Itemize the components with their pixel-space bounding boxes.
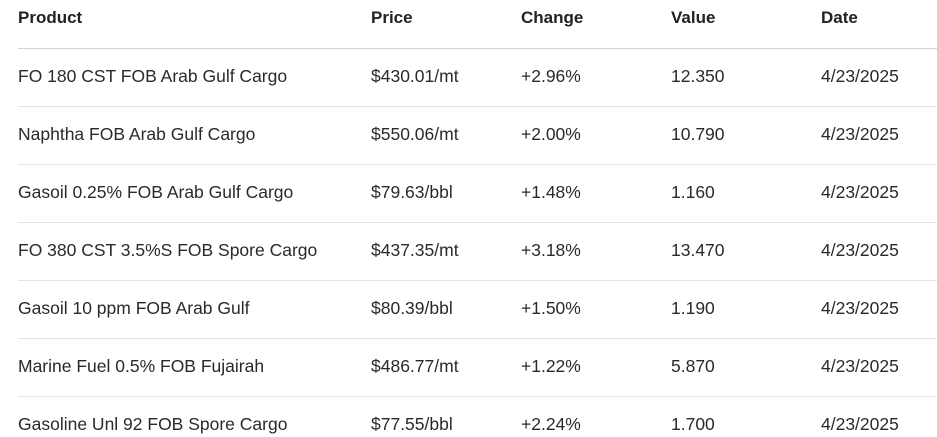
- price-cell: $486.77/mt: [371, 356, 459, 376]
- table-row[interactable]: Marine Fuel 0.5% FOB Fujairah $486.77/mt…: [0, 339, 937, 397]
- value-cell: 1.700: [671, 414, 715, 434]
- price-cell: $430.01/mt: [371, 66, 459, 86]
- product-cell: Marine Fuel 0.5% FOB Fujairah: [18, 356, 265, 376]
- change-cell: +2.96%: [521, 66, 581, 86]
- value-cell: 10.790: [671, 124, 725, 144]
- change-cell: +1.50%: [521, 298, 581, 318]
- table-row[interactable]: FO 380 CST 3.5%S FOB Spore Cargo $437.35…: [0, 223, 937, 281]
- price-cell: $437.35/mt: [371, 240, 459, 260]
- date-cell: 4/23/2025: [821, 124, 899, 144]
- row-divider: [18, 338, 937, 339]
- price-cell: $550.06/mt: [371, 124, 459, 144]
- date-cell: 4/23/2025: [821, 414, 899, 434]
- row-divider: [18, 164, 937, 165]
- table-row[interactable]: Gasoil 10 ppm FOB Arab Gulf $80.39/bbl +…: [0, 281, 937, 339]
- product-cell: Naphtha FOB Arab Gulf Cargo: [18, 124, 256, 144]
- value-cell: 1.160: [671, 182, 715, 202]
- date-cell: 4/23/2025: [821, 182, 899, 202]
- date-cell: 4/23/2025: [821, 298, 899, 318]
- table-row[interactable]: Naphtha FOB Arab Gulf Cargo $550.06/mt +…: [0, 107, 937, 165]
- product-cell: Gasoil 0.25% FOB Arab Gulf Cargo: [18, 182, 294, 202]
- table-row[interactable]: Gasoil 0.25% FOB Arab Gulf Cargo $79.63/…: [0, 165, 937, 223]
- row-divider: [18, 106, 937, 107]
- change-cell: +1.22%: [521, 356, 581, 376]
- value-cell: 12.350: [671, 66, 725, 86]
- change-cell: +2.24%: [521, 414, 581, 434]
- change-cell: +1.48%: [521, 182, 581, 202]
- date-cell: 4/23/2025: [821, 240, 899, 260]
- price-cell: $79.63/bbl: [371, 182, 453, 202]
- header-product[interactable]: Product: [18, 8, 83, 27]
- table-header: Product Price Change Value Date: [0, 0, 937, 48]
- row-divider: [18, 396, 937, 397]
- value-cell: 1.190: [671, 298, 715, 318]
- product-cell: Gasoil 10 ppm FOB Arab Gulf: [18, 298, 250, 318]
- header-divider: [18, 48, 937, 49]
- price-cell: $77.55/bbl: [371, 414, 453, 434]
- price-cell: $80.39/bbl: [371, 298, 453, 318]
- row-divider: [18, 222, 937, 223]
- header-value[interactable]: Value: [671, 8, 716, 27]
- table-row[interactable]: FO 180 CST FOB Arab Gulf Cargo $430.01/m…: [0, 49, 937, 107]
- product-cell: Gasoline Unl 92 FOB Spore Cargo: [18, 414, 288, 434]
- header-date[interactable]: Date: [821, 8, 858, 27]
- row-divider: [18, 280, 937, 281]
- change-cell: +3.18%: [521, 240, 581, 260]
- value-cell: 5.870: [671, 356, 715, 376]
- product-cell: FO 180 CST FOB Arab Gulf Cargo: [18, 66, 288, 86]
- header-change[interactable]: Change: [521, 8, 584, 27]
- table-row[interactable]: Gasoline Unl 92 FOB Spore Cargo $77.55/b…: [0, 397, 937, 437]
- value-cell: 13.470: [671, 240, 725, 260]
- date-cell: 4/23/2025: [821, 356, 899, 376]
- change-cell: +2.00%: [521, 124, 581, 144]
- product-cell: FO 380 CST 3.5%S FOB Spore Cargo: [18, 240, 318, 260]
- date-cell: 4/23/2025: [821, 66, 899, 86]
- header-price[interactable]: Price: [371, 8, 413, 27]
